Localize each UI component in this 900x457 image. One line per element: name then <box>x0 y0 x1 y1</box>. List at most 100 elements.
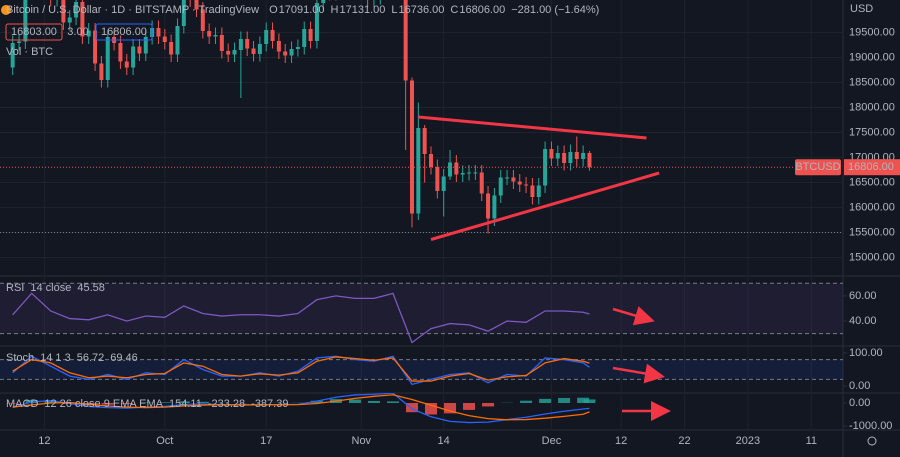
x-tick-label: Oct <box>156 435 173 447</box>
x-tick-label: Nov <box>352 435 372 447</box>
candle-body <box>454 162 459 175</box>
candle-body <box>86 30 91 37</box>
ohlc-value: 17091.00 <box>279 4 325 16</box>
y-tick-label: 15500.00 <box>849 226 895 238</box>
candle-body <box>543 149 548 186</box>
candle-body <box>226 51 231 55</box>
candle-body <box>264 30 269 44</box>
candle-body <box>530 185 535 197</box>
candle-body <box>524 184 529 186</box>
candle-body <box>486 193 491 219</box>
candle-body <box>245 39 250 49</box>
candle-body <box>511 177 516 182</box>
histogram-bar <box>44 400 57 404</box>
currency-label: USD <box>850 3 873 15</box>
histogram-bar <box>520 400 533 404</box>
candle-body <box>181 0 186 26</box>
series-line <box>12 356 590 382</box>
histogram-bar <box>310 400 323 404</box>
last-price-label: 16806.00 <box>848 161 894 173</box>
candle-body <box>562 153 567 163</box>
x-tick-label: Dec <box>542 435 562 447</box>
histogram-bar <box>425 403 438 415</box>
y-tick-label: 16000.00 <box>849 201 895 213</box>
candle-body <box>194 0 199 10</box>
volume-label: Vol · BTC <box>6 46 53 58</box>
x-tick-label: 2023 <box>736 435 760 447</box>
candle-body <box>492 195 497 219</box>
candle-body <box>61 0 66 23</box>
candle-body <box>517 181 522 185</box>
candle-body <box>549 149 554 159</box>
pane <box>0 282 843 344</box>
histogram-bar <box>463 403 476 410</box>
candle-body <box>473 172 478 174</box>
candle-body <box>574 152 579 159</box>
candle-body <box>270 30 275 41</box>
candle-body <box>23 0 28 42</box>
candle-body <box>302 29 307 47</box>
histogram-bar <box>120 403 133 404</box>
histogram-bar <box>577 397 590 404</box>
candle-body <box>429 154 434 167</box>
histogram-bar <box>444 403 457 414</box>
candle-body <box>156 28 161 37</box>
candle-body <box>568 152 573 163</box>
histogram-bar <box>101 403 114 405</box>
candle-body <box>200 9 205 31</box>
y-tick-label: 19000.00 <box>849 51 895 63</box>
symbol-tag <box>795 159 841 176</box>
series-line <box>12 355 590 386</box>
buy-price: 16806.00 <box>101 26 147 38</box>
y-tick-label: 100.00 <box>849 347 883 359</box>
trendline <box>430 171 660 241</box>
candle-body <box>536 185 541 197</box>
candle-body <box>257 44 262 54</box>
y-tick-label: 18500.00 <box>849 76 895 88</box>
candle-body <box>581 152 586 159</box>
histogram-bar <box>482 403 495 407</box>
settings-icon[interactable] <box>867 436 877 446</box>
histogram-bar <box>348 399 361 404</box>
candle-body <box>467 172 472 174</box>
candle-body <box>17 41 22 43</box>
y-tick-label: 15000.00 <box>849 251 895 263</box>
series-line <box>12 292 590 344</box>
indicator-value: 154.11 <box>169 398 202 410</box>
candle-body <box>93 30 98 64</box>
series-line <box>12 394 590 421</box>
candle-body <box>289 49 294 56</box>
indicator-value: 56.72 <box>77 352 105 364</box>
candle-body <box>232 50 237 55</box>
pane <box>0 0 843 258</box>
y-tick-label: -1000.00 <box>849 420 892 432</box>
candle-body <box>131 46 136 68</box>
indicator-title: RSI <box>6 282 24 294</box>
candle-body <box>555 153 560 159</box>
candle-body <box>314 3 319 41</box>
x-tick-label: 14 <box>438 435 450 447</box>
candle-body <box>498 177 503 196</box>
x-tick-label: 12 <box>38 435 50 447</box>
histogram-bar <box>558 397 571 404</box>
candle-body <box>74 2 79 18</box>
symbol-icon <box>1 5 11 15</box>
histogram-bar <box>539 398 552 404</box>
y-tick-label: 60.00 <box>849 290 877 302</box>
candle-body <box>99 63 104 80</box>
ohlc-value: 16736.00 <box>399 4 445 16</box>
annotation-arrow <box>612 363 665 384</box>
ohlc-key: L <box>391 4 397 16</box>
candle-body <box>105 37 110 80</box>
symbol-label: BTCUSD <box>795 161 840 173</box>
indicator-params: 14 1 3 <box>40 352 71 364</box>
indicator-value: 69.46 <box>110 352 138 364</box>
plot-layer <box>0 0 843 424</box>
y-tick-label: 16500.00 <box>849 176 895 188</box>
candle-body <box>238 39 243 50</box>
candle-body <box>308 29 313 41</box>
indicator-title: MACD <box>6 398 38 410</box>
x-tick-label: 22 <box>678 435 690 447</box>
indicator-params: 14 close <box>30 282 71 294</box>
